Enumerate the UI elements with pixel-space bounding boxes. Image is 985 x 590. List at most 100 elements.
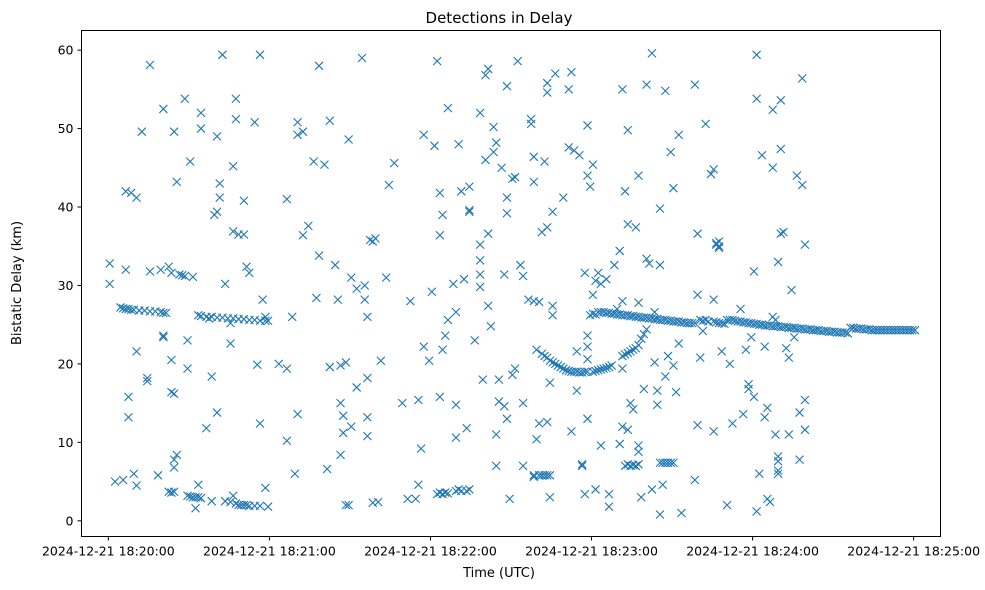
data-point bbox=[502, 193, 512, 202]
data-point bbox=[440, 488, 450, 497]
data-point bbox=[545, 378, 555, 388]
data-point bbox=[529, 472, 539, 482]
data-point bbox=[333, 295, 343, 304]
data-point bbox=[556, 362, 566, 372]
data-point bbox=[623, 348, 633, 358]
data-point bbox=[720, 319, 729, 329]
data-point bbox=[336, 361, 345, 370]
data-point bbox=[352, 383, 362, 392]
data-point bbox=[105, 259, 115, 268]
data-point bbox=[475, 282, 485, 292]
data-point bbox=[481, 70, 490, 80]
data-point bbox=[432, 56, 442, 66]
data-point bbox=[693, 420, 702, 430]
data-point bbox=[212, 207, 222, 217]
data-point bbox=[773, 466, 783, 475]
data-point bbox=[250, 117, 260, 127]
data-point bbox=[497, 163, 506, 173]
data-point bbox=[142, 373, 152, 383]
data-point bbox=[212, 132, 222, 141]
data-point bbox=[502, 208, 512, 218]
data-point bbox=[443, 315, 453, 325]
data-point bbox=[585, 182, 595, 192]
data-point bbox=[542, 417, 552, 427]
y-tick-label: 30 bbox=[58, 278, 74, 293]
data-point bbox=[800, 395, 810, 405]
data-point bbox=[567, 67, 576, 77]
data-point bbox=[196, 108, 206, 118]
data-point bbox=[746, 332, 756, 342]
data-point bbox=[314, 61, 324, 71]
data-point bbox=[507, 370, 517, 380]
data-point bbox=[419, 130, 429, 140]
data-point bbox=[636, 334, 646, 344]
data-point bbox=[792, 171, 802, 181]
data-point bbox=[263, 316, 273, 326]
data-point bbox=[255, 50, 265, 60]
data-point bbox=[655, 260, 665, 270]
data-point bbox=[706, 169, 716, 179]
data-point bbox=[298, 230, 308, 240]
data-point bbox=[218, 50, 227, 60]
data-point bbox=[465, 205, 474, 215]
data-point bbox=[483, 229, 493, 239]
x-tick-label: 2024-12-21 18:25:00 bbox=[847, 544, 980, 559]
data-point bbox=[491, 430, 501, 439]
data-point bbox=[336, 450, 345, 460]
data-point bbox=[451, 400, 461, 410]
data-point bbox=[580, 268, 590, 278]
data-point bbox=[634, 459, 643, 469]
data-point bbox=[231, 94, 241, 104]
data-point bbox=[650, 307, 660, 317]
data-point bbox=[593, 365, 603, 375]
x-tick-label: 2024-12-21 18:24:00 bbox=[686, 544, 819, 559]
data-point bbox=[548, 301, 557, 311]
data-point bbox=[784, 353, 794, 363]
data-point bbox=[690, 318, 700, 328]
data-point bbox=[623, 425, 633, 435]
data-point bbox=[454, 139, 464, 149]
data-point bbox=[634, 441, 643, 450]
data-point bbox=[550, 69, 560, 79]
data-point bbox=[228, 491, 238, 501]
data-point bbox=[499, 401, 509, 411]
data-point bbox=[244, 268, 254, 278]
data-point bbox=[414, 480, 423, 490]
data-point bbox=[204, 314, 214, 323]
data-point bbox=[397, 398, 407, 408]
y-tick-label: 20 bbox=[58, 356, 74, 371]
data-point bbox=[773, 469, 783, 479]
data-point bbox=[309, 157, 319, 166]
data-point bbox=[588, 309, 598, 319]
data-point bbox=[797, 180, 807, 190]
data-point bbox=[352, 284, 362, 293]
data-point bbox=[389, 158, 399, 168]
data-point bbox=[193, 480, 203, 490]
data-point bbox=[698, 326, 708, 336]
data-point bbox=[787, 285, 796, 295]
data-point bbox=[427, 287, 437, 297]
data-point bbox=[784, 430, 794, 439]
data-point bbox=[462, 423, 472, 433]
data-point bbox=[795, 408, 804, 417]
y-tick-label: 10 bbox=[58, 435, 74, 450]
data-point bbox=[532, 434, 541, 444]
data-point bbox=[518, 461, 528, 471]
data-point bbox=[607, 361, 617, 370]
data-point bbox=[260, 316, 270, 326]
data-point bbox=[443, 103, 453, 113]
data-point bbox=[481, 155, 490, 165]
data-point bbox=[795, 455, 804, 465]
data-point bbox=[714, 237, 724, 246]
data-point bbox=[226, 318, 235, 328]
data-point bbox=[757, 150, 767, 160]
data-point bbox=[583, 354, 592, 364]
data-point bbox=[344, 135, 353, 144]
data-point bbox=[620, 186, 630, 196]
data-point bbox=[502, 414, 512, 424]
data-point bbox=[167, 355, 176, 365]
data-point bbox=[532, 345, 541, 355]
data-point bbox=[779, 227, 788, 237]
data-point bbox=[438, 345, 447, 355]
chart-title: Detections in Delay bbox=[426, 9, 573, 27]
